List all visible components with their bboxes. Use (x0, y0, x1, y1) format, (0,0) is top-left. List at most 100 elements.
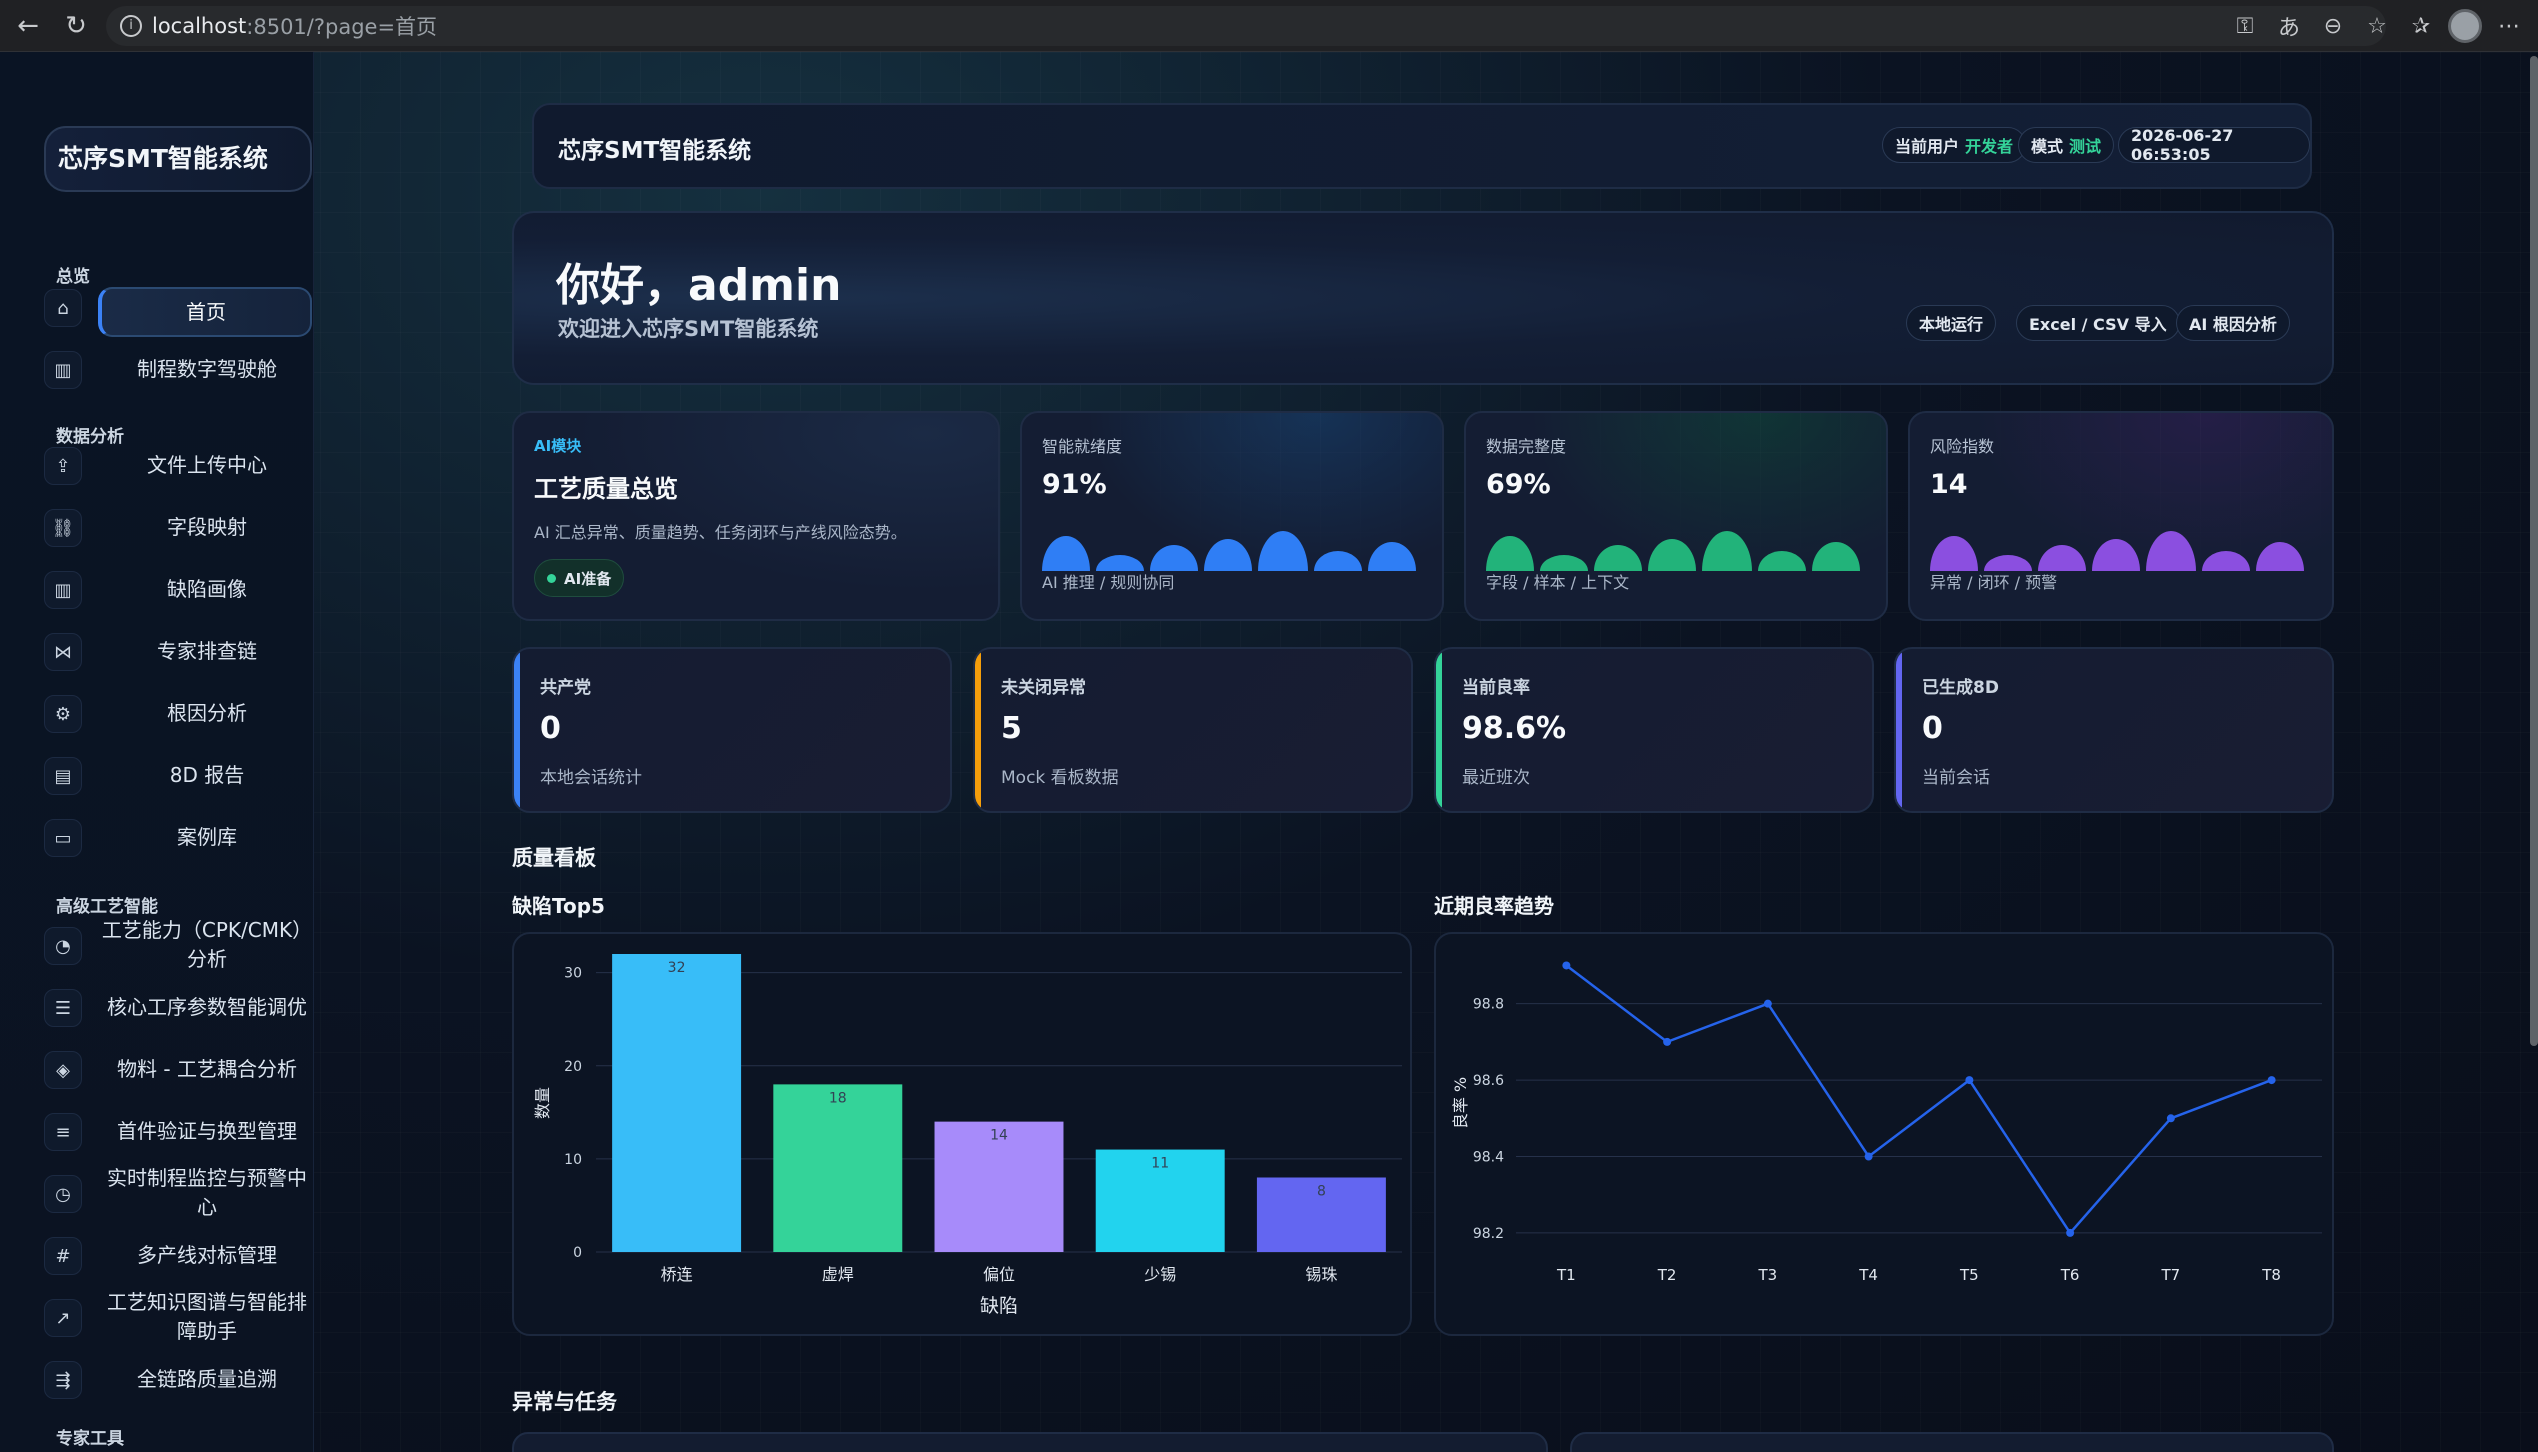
kpi-value: 0 (540, 711, 561, 746)
layers-icon: ◈ (44, 1051, 82, 1089)
sidebar-item-14[interactable]: # 多产线对标管理 (44, 1229, 314, 1281)
sidebar-item-13[interactable]: ◷ 实时制程监控与预警中心 (44, 1166, 314, 1219)
list-icon: ≡ (44, 1113, 82, 1151)
task-panel-left (512, 1432, 1548, 1452)
metric-bubble (1594, 545, 1642, 571)
page-scrollbar[interactable] (2530, 56, 2538, 1046)
star-icon[interactable]: ☆ (2367, 13, 2387, 39)
sidebar-item-2[interactable]: ⇪ 文件上传中心 (44, 439, 314, 491)
sidebar-item-label: 实时制程监控与预警中心 (107, 1166, 307, 1219)
bar-value-label: 18 (829, 1090, 847, 1106)
metric-bubble (1150, 545, 1198, 571)
kpi-label: 共产党 (540, 678, 591, 698)
metric-bubbles (1042, 527, 1416, 571)
header-title: 芯序SMT智能系统 (558, 138, 752, 164)
sidebar-item-0[interactable]: ⌂ 首页 (44, 281, 314, 337)
sidebar-item-7[interactable]: ▤ 8D 报告 (44, 749, 314, 801)
yield-point (2166, 1114, 2175, 1123)
document-icon: ▤ (44, 757, 82, 795)
metric-bubble (1096, 555, 1144, 571)
greeting: 你好，admin (556, 260, 842, 311)
profile-avatar[interactable] (2448, 9, 2482, 43)
kpi-value: 5 (1001, 711, 1022, 746)
metric-bubble (1368, 542, 1416, 571)
kpi-card-3: 已生成8D 0 当前会话 (1894, 647, 2334, 813)
sidebar-item-label: 8D 报告 (169, 762, 245, 787)
metric-value: 91% (1042, 469, 1107, 500)
upload-icon: ⇪ (44, 447, 82, 485)
sidebar-item-3[interactable]: ⛓ 字段映射 (44, 501, 314, 553)
metric-card-2: 风险指数 14 异常 / 闭环 / 预警 (1908, 411, 2334, 621)
mode-value: 测试 (2069, 137, 2102, 156)
translate-icon[interactable]: あ (2277, 16, 2300, 41)
back-arrow-icon[interactable]: ← (17, 10, 39, 41)
sidebar-item-1[interactable]: ▥ 制程数字驾驶舱 (44, 343, 314, 395)
address-bar[interactable]: i localhost:8501/?page=首页 (106, 6, 2386, 46)
metric-card-0: 智能就绪度 91% AI 推理 / 规则协同 (1020, 411, 1444, 621)
sidebar-item-label: 专家排查链 (157, 638, 257, 663)
yield-point (2066, 1228, 2075, 1237)
x-tick-label: 桥连 (661, 1265, 693, 1284)
sidebar-item-label: 多产线对标管理 (137, 1242, 277, 1267)
url-path: :8501/?page=首页 (246, 15, 438, 39)
bar (934, 1121, 1064, 1252)
ai-status-text: AI准备 (564, 569, 612, 588)
line-chart-icon: ↗ (44, 1299, 82, 1337)
sidebar-item-8[interactable]: ▭ 案例库 (44, 811, 314, 863)
x-tick-label: T1 (1556, 1266, 1576, 1284)
more-menu-icon[interactable]: ⋯ (2498, 13, 2520, 39)
site-info-icon[interactable]: i (120, 15, 142, 37)
sidebar-item-9[interactable]: ◔ 工艺能力（CPK/CMK）分析 (44, 918, 314, 971)
bar (773, 1084, 903, 1252)
folder-icon: ▭ (44, 819, 82, 857)
bar-value-label: 14 (990, 1128, 1008, 1144)
sidebar-item-label: 全链路质量追溯 (137, 1366, 277, 1391)
sidebar-brand: 芯序SMT智能系统 (44, 126, 312, 192)
metric-bubble (1648, 539, 1696, 571)
kpi-accent-bar (1436, 649, 1442, 811)
x-tick-label: 虚焊 (822, 1265, 854, 1284)
reload-icon[interactable]: ↻ (65, 10, 87, 41)
y-axis-label: 良率 % (1451, 1077, 1470, 1129)
metric-bubble (1204, 539, 1252, 571)
browser-toolbar: ← ↻ i localhost:8501/?page=首页 ⚿ あ ⊖ ☆ ✰ … (0, 0, 2538, 52)
sidebar-item-4[interactable]: ▥ 缺陷画像 (44, 563, 314, 615)
sidebar-item-16[interactable]: ⇶ 全链路质量追溯 (44, 1353, 314, 1405)
sidebar-item-10[interactable]: ☰ 核心工序参数智能调优 (44, 981, 314, 1033)
route-icon: ⇶ (44, 1361, 82, 1399)
sidebar-item-12[interactable]: ≡ 首件验证与换型管理 (44, 1105, 314, 1157)
kpi-label: 未关闭异常 (1001, 678, 1086, 698)
sidebar-item-label: 物料 - 工艺耦合分析 (117, 1056, 297, 1081)
sidebar-item-5[interactable]: ⋈ 专家排查链 (44, 625, 314, 677)
home-icon: ⌂ (44, 289, 82, 327)
bar-chart-icon: ▥ (44, 351, 82, 389)
favorites-icon[interactable]: ✰ (2411, 13, 2431, 39)
x-tick-label: T8 (2261, 1266, 2281, 1284)
user-value: 开发者 (1965, 137, 2014, 156)
bar (612, 954, 742, 1252)
yield-series-line (1565, 964, 2273, 1235)
url-host: localhost (152, 14, 247, 38)
key-icon[interactable]: ⚿ (2236, 13, 2254, 39)
y-tick-label: 10 (564, 1152, 582, 1168)
tasks-section-title: 异常与任务 (512, 1390, 617, 1414)
gauge-icon: ◔ (44, 927, 82, 965)
y-tick-label: 98.6 (1473, 1073, 1504, 1089)
zoom-icon[interactable]: ⊖ (2323, 13, 2343, 39)
sidebar-item-label: 字段映射 (167, 514, 247, 539)
sidebar-item-6[interactable]: ⚙ 根因分析 (44, 687, 314, 739)
sidebar (0, 52, 314, 1452)
sidebar-item-11[interactable]: ◈ 物料 - 工艺耦合分析 (44, 1043, 314, 1095)
metric-label: 智能就绪度 (1042, 437, 1123, 456)
link-icon: ⛓ (44, 509, 82, 547)
sidebar-item-label: 缺陷画像 (167, 576, 247, 601)
metric-label: 数据完整度 (1486, 437, 1567, 456)
kpi-accent-bar (514, 649, 520, 811)
y-tick-label: 98.4 (1473, 1149, 1504, 1165)
kpi-note: 当前会话 (1922, 768, 1990, 788)
x-axis-label: 缺陷 (980, 1295, 1018, 1317)
metric-bubble (2146, 531, 2196, 571)
sidebar-item-15[interactable]: ↗ 工艺知识图谱与智能排障助手 (44, 1290, 314, 1343)
sidebar-item-label: 首页 (98, 287, 312, 337)
